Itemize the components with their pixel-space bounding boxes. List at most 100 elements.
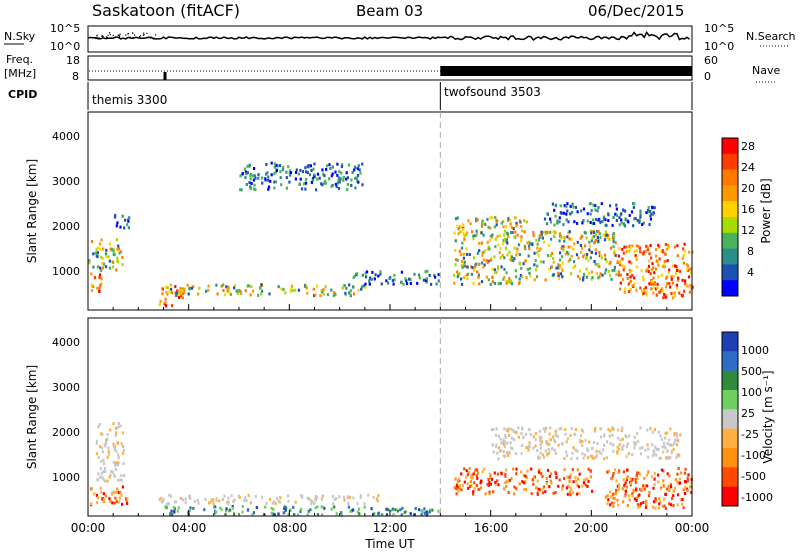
power-cell: [624, 287, 627, 291]
velocity-cell: [657, 506, 661, 510]
velocity-cell: [627, 452, 630, 456]
velocity-cell: [603, 443, 606, 447]
power-cell: [113, 247, 116, 251]
power-cell: [273, 180, 276, 184]
velocity-cell: [595, 454, 599, 457]
power-cell: [495, 223, 498, 227]
velocity-cell: [476, 468, 479, 472]
power-cell: [294, 288, 297, 292]
nsearch-dot: [139, 35, 142, 37]
power-cell: [536, 264, 539, 268]
power-cell: [601, 220, 604, 224]
nsearch-label: N.Search: [746, 30, 796, 43]
power-cell: [505, 271, 508, 275]
power-cell: [176, 291, 179, 295]
velocity-cell: [100, 459, 103, 463]
power-cell: [186, 283, 189, 287]
power-cell: [96, 286, 99, 290]
power-cell: [546, 254, 550, 258]
power-cell: [575, 253, 579, 257]
power-cell: [100, 269, 103, 273]
power-cell: [569, 212, 572, 216]
power-cell: [489, 226, 492, 230]
power-cell: [345, 177, 348, 181]
nsearch-dot: [106, 36, 108, 38]
power-cell: [588, 240, 591, 244]
power-cell: [651, 212, 654, 216]
power-cell: [655, 293, 658, 297]
velocity-cell: [122, 451, 125, 455]
power-cell: [123, 218, 127, 222]
power-cell: [621, 278, 625, 281]
power-cell: [161, 292, 164, 296]
power-cell: [233, 286, 236, 290]
velocity-cell: [106, 479, 109, 483]
power-cell: [409, 278, 412, 282]
power-cell: [176, 289, 179, 293]
velocity-cell: [574, 427, 577, 431]
velocity-cell: [593, 456, 596, 460]
velocity-cell: [684, 492, 687, 495]
power-cell: [471, 230, 474, 234]
power-cell: [520, 225, 523, 228]
power-cell: [579, 277, 582, 281]
velocity-cell: [593, 428, 596, 432]
velocity-cell: [582, 429, 585, 433]
power-cell: [676, 254, 679, 258]
power-cell: [282, 165, 285, 169]
velocity-cell: [215, 497, 218, 501]
power-cell: [352, 276, 355, 279]
velocity-cell: [293, 513, 296, 516]
power-cell: [482, 222, 485, 226]
power-cell: [542, 230, 545, 234]
power-cell: [535, 275, 539, 279]
power-cell: [629, 275, 632, 279]
power-cell: [101, 266, 104, 270]
velocity-cell: [270, 506, 273, 510]
nave-tick-top: 60: [704, 54, 718, 67]
velocity-cell: [654, 506, 657, 510]
power-cell: [121, 263, 124, 267]
power-cell: [346, 183, 349, 186]
velocity-cell: [277, 512, 280, 516]
power-cell: [612, 245, 615, 249]
power-cell: [609, 274, 612, 278]
power-cell: [260, 283, 263, 287]
velocity-cell: [541, 487, 544, 491]
power-cell: [652, 280, 655, 284]
power-cell: [127, 219, 130, 223]
power-cell: [179, 294, 183, 298]
power-cell: [331, 165, 334, 169]
power-cell: [509, 254, 512, 258]
power-cell: [630, 269, 633, 273]
power-cell: [102, 247, 105, 251]
velocity-cell: [475, 484, 478, 487]
power-cell: [322, 288, 325, 292]
velocity-cell: [502, 450, 505, 454]
power-cell: [169, 283, 172, 287]
velocity-cell: [576, 456, 579, 460]
power-panel-frame: [87, 111, 693, 311]
velocity-cell: [343, 498, 346, 502]
power-cell: [347, 163, 351, 167]
velocity-cbar-tick-m500: -500: [741, 470, 766, 483]
power-cell: [596, 209, 599, 213]
power-cell: [663, 292, 666, 296]
velocity-cell: [634, 442, 637, 446]
power-cell: [647, 264, 651, 268]
velocity-cell: [662, 450, 665, 454]
velocity-cell: [356, 502, 359, 506]
velocity-cell: [492, 428, 495, 431]
power-cell: [482, 265, 485, 269]
power-cell: [503, 256, 506, 260]
power-cell: [579, 269, 582, 273]
power-cell: [306, 171, 309, 175]
power-cell: [562, 244, 565, 248]
power-cell: [540, 233, 543, 237]
power-cell: [612, 232, 615, 235]
velocity-cell: [644, 484, 647, 488]
power-cell: [472, 281, 475, 285]
velocity-cell: [629, 481, 632, 485]
velocity-cell: [106, 455, 109, 459]
power-cell: [670, 292, 673, 295]
